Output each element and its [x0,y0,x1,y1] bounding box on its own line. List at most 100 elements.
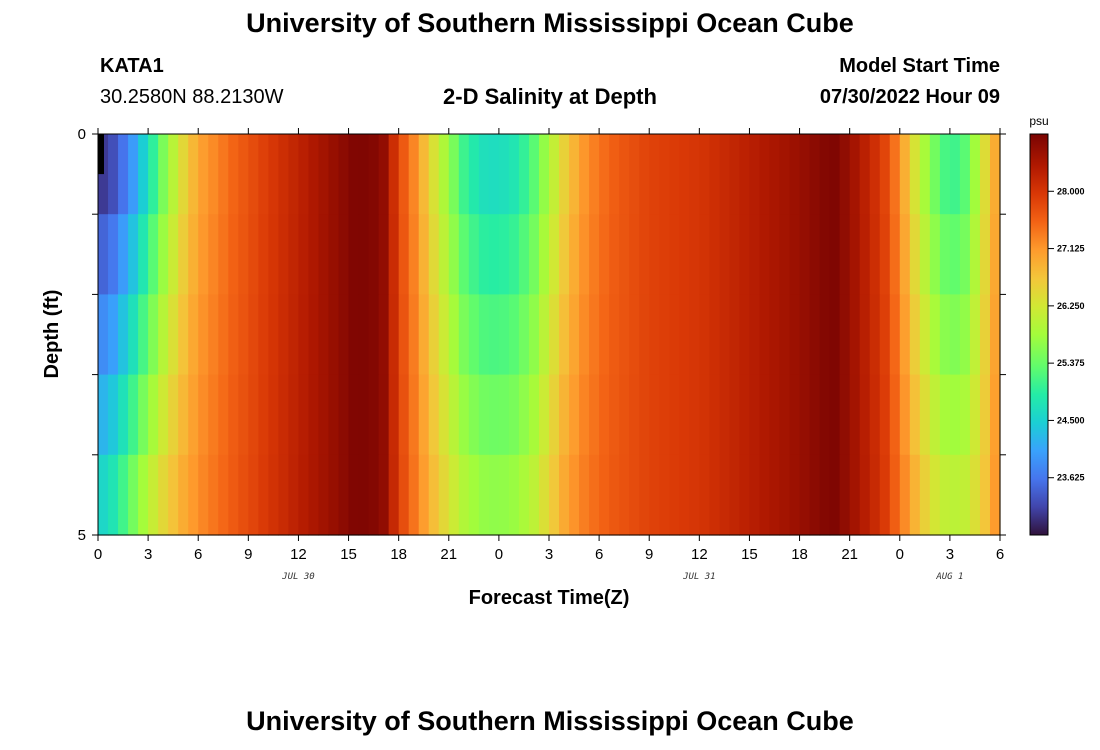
heatmap-cell [448,454,460,536]
heatmap-cell [639,294,650,376]
heatmap-cell [689,134,700,215]
heatmap-cell [418,214,430,295]
heatmap-cell [268,294,279,376]
heatmap-cell [298,134,310,215]
heatmap-cell [538,294,550,376]
heatmap-cell [358,374,370,456]
heatmap-cell [679,374,690,456]
heatmap-cell [118,214,129,295]
heatmap-cell [559,214,570,295]
heatmap-cell [569,134,580,215]
heatmap-cell [639,454,650,536]
heatmap-cell [559,294,570,376]
heatmap-cell [168,214,179,295]
heatmap-cell [769,374,781,456]
heatmap-cell [989,374,1001,456]
heatmap-cell [709,454,720,536]
heatmap-cell [879,294,891,376]
heatmap-cell [809,454,821,536]
heatmap-cell [388,374,400,456]
heatmap-cell [338,374,350,456]
model-start-label: Model Start Time [839,55,1000,77]
heatmap-cell [348,214,360,295]
heatmap-cell [518,454,530,536]
salinity-heatmap-chart: 0 3 6 9 12 15 18 21 0 3 6 9 12 15 18 21 0 3 6 JUL 30 JUL 31 A… [41,114,1085,609]
x-tick-label: 3 [946,546,954,563]
heatmap-cell [659,454,670,536]
heatmap-cell [538,214,550,295]
heatmap-cell [989,134,1001,215]
heatmap-cell [669,374,680,456]
heatmap-cell [569,454,580,536]
heatmap-cell [759,294,771,376]
x-tick-label: 9 [244,546,252,563]
heatmap-cell [288,294,300,376]
heatmap-cell [298,454,310,536]
heatmap-cell [889,374,901,456]
heatmap-cell [879,374,891,456]
heatmap-cell [619,454,630,536]
heatmap-cell [719,214,730,295]
heatmap-cell [318,214,330,295]
heatmap-cell [98,374,109,456]
heatmap-cell [929,134,941,215]
heatmap-cell [829,214,841,295]
heatmap-cell [408,294,420,376]
heatmap-cell [919,454,931,536]
heatmap-cell [849,374,861,456]
heatmap-cell [579,214,590,295]
heatmap-cell [258,214,269,295]
heatmap-cell [438,374,450,456]
heatmap-cell [128,214,139,295]
x-tick-label: 12 [290,546,307,563]
heatmap-cell [428,214,440,295]
heatmap-cell [268,454,279,536]
heatmap-cell [779,294,791,376]
heatmap-cell [308,134,320,215]
heatmap-cell [228,454,239,536]
heatmap-cell [609,374,620,456]
heatmap-cell [528,454,540,536]
heatmap-cell [198,214,209,295]
x-tick-label: 6 [996,546,1004,563]
heatmap-cell [488,214,500,295]
heatmap-cell [719,454,730,536]
heatmap-cell [518,134,530,215]
heatmap-cell [398,214,410,295]
heatmap-cell [418,454,430,536]
heatmap-cell [659,214,670,295]
heatmap-cell [528,374,540,456]
heatmap-cell [899,134,911,215]
heatmap-cell [629,454,640,536]
heatmap-cell [348,374,360,456]
heatmap-cell [789,374,801,456]
heatmap-cell [759,214,771,295]
heatmap-cell [158,214,169,295]
heatmap-cell [458,454,470,536]
heatmap-cell [528,214,540,295]
heatmap-cell [629,294,640,376]
heatmap-cell [869,294,881,376]
heatmap-cell [859,454,871,536]
heatmap-cell [779,214,791,295]
heatmap-cell [218,294,229,376]
heatmap-cell [138,294,149,376]
heatmap-cell [789,454,801,536]
heatmap-cell [188,214,199,295]
heatmap-cell [508,214,520,295]
heatmap-cell [488,454,500,536]
heatmap-cell [639,214,650,295]
heatmap-cell [98,294,109,376]
heatmap-cell [619,294,630,376]
heatmap-cell [338,294,350,376]
heatmap-cell [599,214,610,295]
heatmap-cell [518,294,530,376]
heatmap-cell [188,294,199,376]
heatmap-cell [318,374,330,456]
heatmap-cell [929,294,941,376]
heatmap-cell [208,134,219,215]
heatmap-cell [799,454,811,536]
heatmap-cell [508,134,520,215]
heatmap-cell [108,374,119,456]
heatmap-cell [699,294,710,376]
